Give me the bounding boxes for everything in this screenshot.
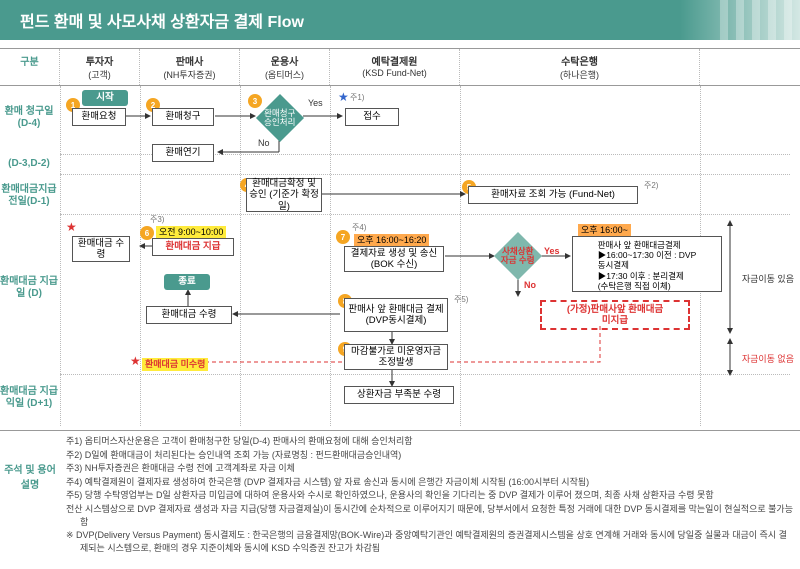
node-short: 상환자금 부족분 수령 <box>344 386 454 404</box>
fn1: 주1) 옵티머스자산운용은 고객이 환매청구한 당일(D-4) 판매사의 환매요… <box>66 435 794 448</box>
label-no2: No <box>524 280 536 290</box>
fn3: 주3) NH투자증권은 환매대금 수령 전에 고객계좌로 자금 이체 <box>66 462 794 475</box>
label-no1: No <box>258 138 270 148</box>
node-accept: 접수 <box>345 108 399 126</box>
fn2: 주2) D일에 환매대금이 처리된다는 승인내역 조회 가능 (자료명칭 : 펀… <box>66 449 794 462</box>
node-recv2: 환매대금 수령 <box>146 306 232 324</box>
step-7: 7 <box>336 230 350 244</box>
col-gubun: 구분 <box>0 49 60 85</box>
node-dvp: 판매사 앞 환매대금결제 ▶16:00~17:30 이전 : DVP 동시결제 … <box>572 236 722 292</box>
title-bar: 펀드 환매 및 사모사채 상환자금 결제 Flow <box>0 0 800 40</box>
label-yes1: Yes <box>308 98 323 108</box>
side-nomove: 자금이동 없음 <box>742 352 794 365</box>
footnotes: 주석 및 용어설명 주1) 옵티머스자산운용은 고객이 환매청구한 당일(D-4… <box>0 430 800 559</box>
node-recv1: 환매대금 수령 <box>72 236 130 262</box>
col-bank: 수탁은행(하나은행) <box>460 49 700 85</box>
note5: 주5) <box>454 294 468 305</box>
row-d32: (D-3,D-2) <box>0 158 58 170</box>
row-d: 환매대금 지급일 (D) <box>0 276 58 300</box>
node-unpaid: (가정)판매사앞 환매대금 미지급 <box>540 300 690 330</box>
flow-canvas: 환매 청구일 (D-4) (D-3,D-2) 환매대금지급 전일(D-1) 환매… <box>0 86 800 426</box>
col-ksd: 예탁결제원(KSD Fund-Net) <box>330 49 460 85</box>
swimlane-header: 구분 투자자(고객) 판매사(NH투자증권) 운용사(옵티머스) 예탁결제원(K… <box>0 48 800 86</box>
row-d4: 환매 청구일 (D-4) <box>0 106 58 130</box>
fn7: ※ DVP(Delivery Versus Payment) 동시결제도 : 한… <box>66 529 794 554</box>
note1: 주1) <box>350 92 364 103</box>
row-d1: 환매대금지급 전일(D-1) <box>0 184 58 208</box>
node-end: 종료 <box>164 274 210 290</box>
side-move: 자금이동 있음 <box>742 272 794 285</box>
col-seller: 판매사(NH투자증권) <box>140 49 240 85</box>
node-pay: 환매대금 지급 <box>152 238 234 256</box>
fn5: 주5) 당행 수탁영업부는 D일 상환자금 미입금에 대하여 운용사와 수시로 … <box>66 489 794 502</box>
node-delay: 환매연기 <box>152 144 214 162</box>
node-start: 시작 <box>82 90 128 106</box>
note2: 주2) <box>644 180 658 191</box>
footnotes-body: 주1) 옵티머스자산운용은 고객이 환매청구한 당일(D-4) 판매사의 환매요… <box>60 431 800 559</box>
title-deco <box>720 0 800 40</box>
star-red-1: ★ <box>66 220 77 234</box>
fn4: 주4) 예탁결제원이 결제자료 생성하여 한국은행 (DVP 결제자금 시스템)… <box>66 476 794 489</box>
fn6: 전산 시스템상으로 DVP 결제자료 생성과 자금 지급(당행 자금결제실)이 … <box>66 503 794 528</box>
node-view: 환매자료 조회 가능 (Fund-Net) <box>468 186 638 204</box>
node-gen: 결제자료 생성 및 송신 (BOK 수신) <box>344 246 444 272</box>
node-settle: 판매사 앞 환매대금 결제 (DVP동시결제) <box>344 298 448 332</box>
node-adj: 마감불가로 미운영자금 조정발생 <box>344 344 448 370</box>
page-title: 펀드 환매 및 사모사채 상환자금 결제 Flow <box>20 14 304 31</box>
note3: 주3) <box>150 214 164 225</box>
col-mgmt: 운용사(옵티머스) <box>240 49 330 85</box>
node-confirm: 환매대금확정 및 승인 (기준가 확정일) <box>246 178 322 212</box>
star-blue-1: ★ <box>338 90 349 104</box>
footnotes-label: 주석 및 용어설명 <box>0 431 60 559</box>
node-unrecv: 환매대금 미수령 <box>140 356 210 373</box>
node-diamond2: 사채상환 자금 수령 <box>494 232 542 280</box>
col-investor: 투자자(고객) <box>60 49 140 85</box>
row-d+1: 환매대금 지급 익일 (D+1) <box>0 386 58 410</box>
node-claim: 환매청구 <box>152 108 214 126</box>
node-req: 환매요청 <box>72 108 126 126</box>
node-diamond1: 환매청구 승인처리 <box>256 94 304 142</box>
label-yes2: Yes <box>544 246 560 256</box>
